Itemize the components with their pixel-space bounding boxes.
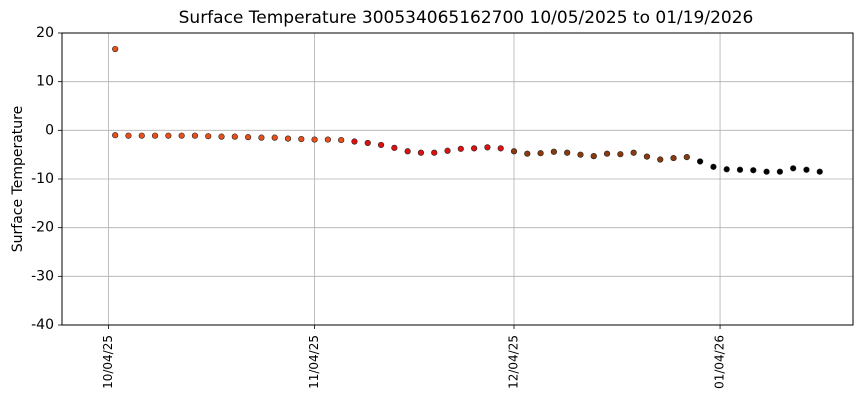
data-point <box>112 132 119 139</box>
x-tick-label: 11/04/25 <box>307 335 321 389</box>
data-point <box>125 132 132 139</box>
data-point <box>377 141 385 149</box>
data-point <box>590 153 597 160</box>
data-point <box>245 134 252 141</box>
data-point <box>697 158 704 165</box>
data-point <box>471 145 478 152</box>
data-point <box>231 133 238 140</box>
data-point <box>657 156 664 163</box>
y-tick-label: -40 <box>31 317 54 333</box>
data-point <box>138 132 145 139</box>
data-point <box>524 150 531 157</box>
x-tick-label: 01/04/26 <box>713 335 727 389</box>
data-point <box>165 132 172 139</box>
data-point <box>643 153 651 160</box>
data-point <box>205 133 212 140</box>
y-tick-label: 20 <box>36 25 54 41</box>
data-point <box>603 150 611 157</box>
data-point <box>298 135 305 143</box>
data-point <box>351 138 358 145</box>
data-point <box>151 132 159 139</box>
data-point <box>763 168 770 175</box>
data-point <box>710 163 717 170</box>
data-point <box>736 166 744 173</box>
data-point <box>550 148 557 155</box>
data-point <box>444 147 451 154</box>
data-point <box>816 168 823 175</box>
data-point <box>670 154 677 162</box>
data-point <box>457 145 464 152</box>
data-point <box>324 136 331 143</box>
data-point <box>258 134 265 141</box>
data-point <box>537 150 544 157</box>
data-point <box>577 151 584 158</box>
y-axis-label: Surface Temperature <box>10 106 26 252</box>
data-point <box>617 151 624 158</box>
y-tick-label: 0 <box>45 122 54 138</box>
data-point <box>683 154 690 161</box>
chart-title: Surface Temperature 300534065162700 10/0… <box>179 8 754 28</box>
y-tick-label: -10 <box>31 171 54 187</box>
data-point <box>431 149 438 156</box>
data-point <box>178 132 185 139</box>
data-point <box>364 139 371 147</box>
y-tick-label: -30 <box>31 268 54 284</box>
data-point <box>271 134 278 141</box>
data-point <box>630 149 637 156</box>
data-point <box>404 148 411 155</box>
data-point <box>750 167 757 174</box>
data-point <box>776 168 783 175</box>
data-point <box>497 145 504 152</box>
x-tick-label: 12/04/25 <box>507 335 521 389</box>
data-point <box>284 135 292 142</box>
data-point <box>417 149 425 156</box>
data-point <box>510 148 518 155</box>
data-point <box>191 132 199 139</box>
y-tick-label: -20 <box>31 220 54 236</box>
plot-frame <box>61 32 854 326</box>
data-point <box>112 45 119 53</box>
data-point <box>338 136 345 144</box>
data-point <box>564 149 571 156</box>
data-point <box>484 144 491 151</box>
y-tick-label: 10 <box>36 74 54 90</box>
data-point <box>790 165 797 172</box>
data-point <box>391 144 398 151</box>
data-point <box>218 133 225 140</box>
x-tick-label: 10/04/25 <box>101 335 115 389</box>
data-point <box>311 136 318 143</box>
data-point <box>723 166 730 173</box>
data-point <box>803 166 810 173</box>
